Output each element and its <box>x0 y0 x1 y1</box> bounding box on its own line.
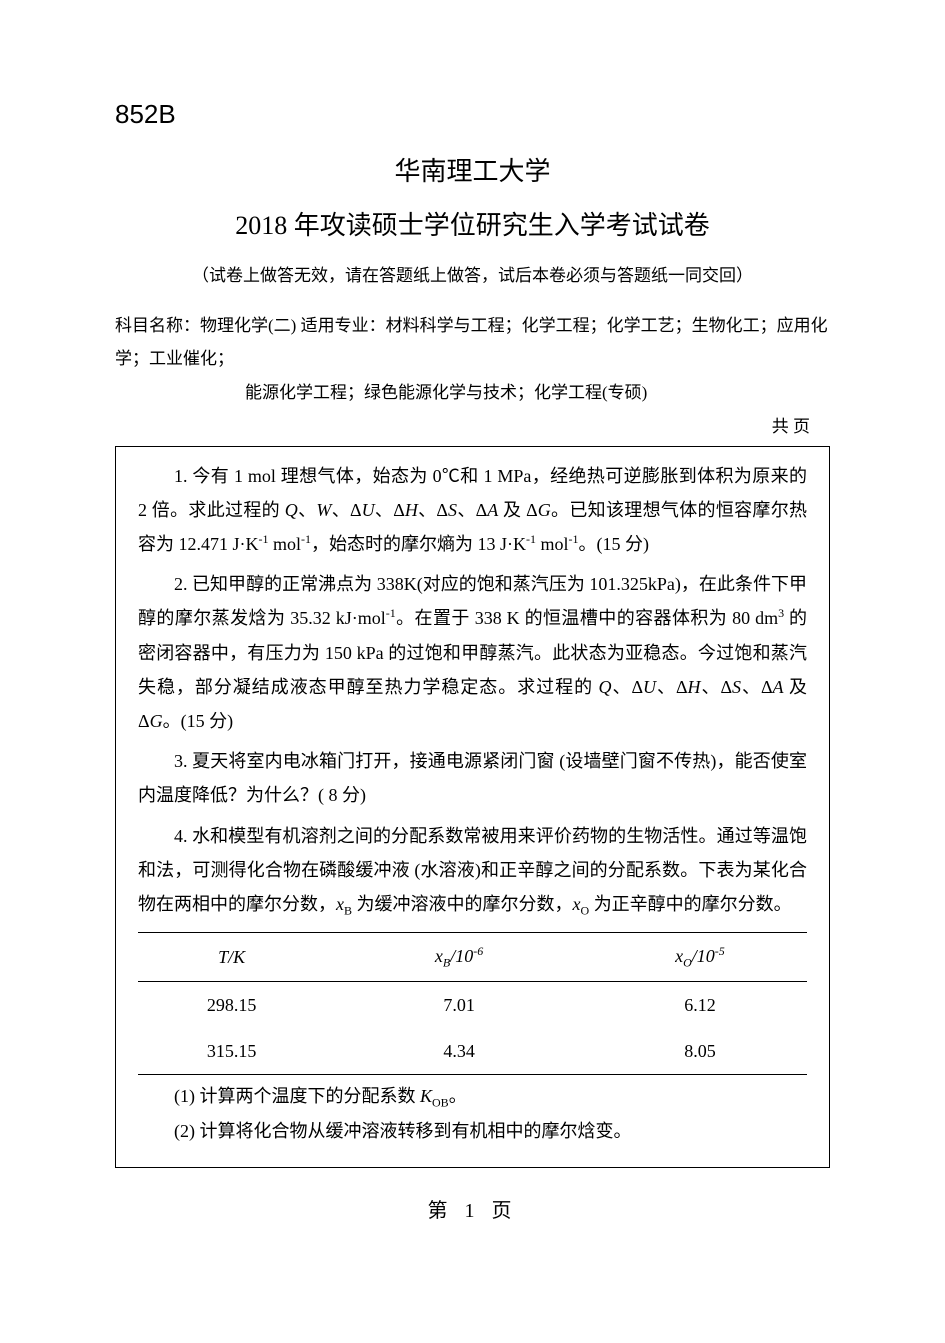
data-table: T/K xB/10-6 xO/10-5 298.15 7.01 6.12 315… <box>138 932 807 1075</box>
q4-sub2-text: (2) 计算将化合物从缓冲溶液转移到有机相中的摩尔焓变。 <box>174 1121 632 1141</box>
subject-line-2: 能源化学工程；绿色能源化学与技术；化学工程(专硕) <box>115 377 830 409</box>
table-row: 298.15 7.01 6.12 <box>138 981 807 1028</box>
exam-title: 2018 年攻读硕士学位研究生入学考试试卷 <box>115 201 830 250</box>
question-4-sub2: (2) 计算将化合物从缓冲溶液转移到有机相中的摩尔焓变。 <box>138 1114 807 1148</box>
subject-line-1: 科目名称：物理化学(二) 适用专业：材料科学与工程；化学工程；化学工艺；生物化工… <box>115 310 830 375</box>
question-3: 3. 夏天将室内电冰箱门打开，接通电源紧闭门窗 (设墙壁门窗不传热)，能否使室内… <box>138 744 807 812</box>
question-1: 1. 今有 1 mol 理想气体，始态为 0℃和 1 MPa，经绝热可逆膨胀到体… <box>138 459 807 562</box>
table-row: 315.15 4.34 8.05 <box>138 1028 807 1075</box>
page-number: 第 1 页 <box>115 1192 830 1230</box>
table-header-tk: T/K <box>138 933 325 981</box>
table-cell: 8.05 <box>593 1028 807 1075</box>
question-4-sub1: (1) 计算两个温度下的分配系数 KOB。 <box>138 1079 807 1114</box>
q4-intro-text: 4. 水和模型有机溶剂之间的分配系数常被用来评价药物的生物活性。通过等温饱和法，… <box>138 826 807 914</box>
q2-text: 2. 已知甲醇的正常沸点为 338K(对应的饱和蒸汽压为 101.325kPa)… <box>138 574 807 731</box>
q3-text: 3. 夏天将室内电冰箱门打开，接通电源紧闭门窗 (设墙壁门窗不传热)，能否使室内… <box>138 751 807 805</box>
content-box: 1. 今有 1 mol 理想气体，始态为 0℃和 1 MPa，经绝热可逆膨胀到体… <box>115 446 830 1168</box>
table-cell: 298.15 <box>138 981 325 1028</box>
instruction-text: （试卷上做答无效，请在答题纸上做答，试后本卷必须与答题纸一同交回） <box>115 260 830 292</box>
table-header-row: T/K xB/10-6 xO/10-5 <box>138 933 807 981</box>
q4-sub1-text: (1) 计算两个温度下的分配系数 KOB。 <box>174 1086 467 1106</box>
q1-text: 1. 今有 1 mol 理想气体，始态为 0℃和 1 MPa，经绝热可逆膨胀到体… <box>138 466 807 554</box>
exam-code: 852B <box>115 90 830 139</box>
table-cell: 6.12 <box>593 981 807 1028</box>
question-2: 2. 已知甲醇的正常沸点为 338K(对应的饱和蒸汽压为 101.325kPa)… <box>138 567 807 738</box>
table-cell: 7.01 <box>325 981 593 1028</box>
table-cell: 4.34 <box>325 1028 593 1075</box>
page-total: 共 页 <box>115 411 830 443</box>
question-4-intro: 4. 水和模型有机溶剂之间的分配系数常被用来评价药物的生物活性。通过等温饱和法，… <box>138 819 807 923</box>
table-cell: 315.15 <box>138 1028 325 1075</box>
table-header-xo: xO/10-5 <box>593 933 807 981</box>
table-header-xb: xB/10-6 <box>325 933 593 981</box>
university-name: 华南理工大学 <box>115 147 830 196</box>
